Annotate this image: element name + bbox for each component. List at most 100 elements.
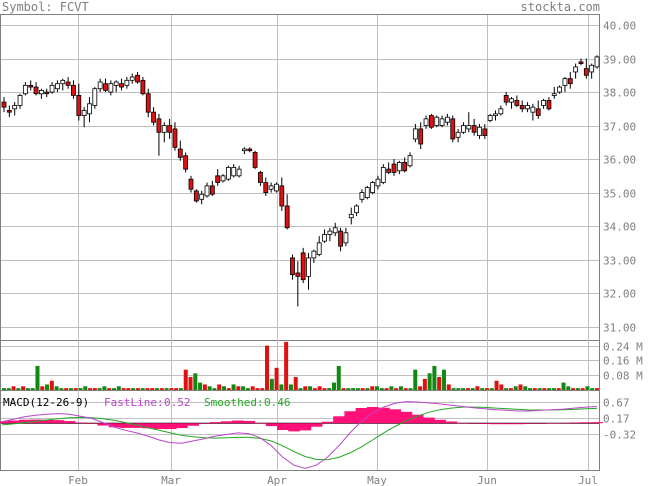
candle-body (461, 125, 466, 133)
volume-bar (580, 388, 585, 390)
volume-bar (480, 388, 485, 390)
volume-bar (375, 386, 380, 390)
volume-bar (508, 388, 513, 390)
price-tick-label: 40.00 (603, 20, 636, 33)
candle-body (482, 128, 488, 137)
volume-bar (221, 386, 226, 390)
macd-tick-label: -0.32 (603, 429, 636, 442)
macd-histogram-bar (479, 423, 491, 425)
volume-bar (207, 386, 212, 390)
candle-body (247, 148, 253, 152)
macd-histogram-bar (288, 423, 300, 432)
candle-body (97, 81, 103, 90)
macd-histogram-bar (254, 422, 267, 424)
candle-body (412, 128, 418, 140)
candle-body (439, 118, 445, 126)
candle-body (423, 118, 429, 126)
volume-bar (288, 384, 293, 390)
volume-bars (2, 341, 599, 390)
price-tick-label: 39.00 (603, 54, 636, 67)
candle-body (493, 113, 498, 116)
macd-histogram-bar (86, 423, 98, 424)
candle-body (177, 148, 183, 158)
volume-bar (475, 386, 480, 390)
volume-bar (432, 365, 437, 390)
month-label: May (367, 474, 387, 486)
candle-body (546, 100, 552, 110)
candle-body (6, 110, 12, 113)
candle-body (263, 182, 269, 193)
volume-bar (346, 388, 351, 390)
macd-histogram-bar (0, 421, 9, 424)
price-tick-label: 32.00 (603, 288, 636, 301)
month-label: Jul (578, 474, 598, 486)
candle-body (188, 178, 194, 190)
volume-bar (355, 388, 360, 390)
volume-bar (274, 367, 279, 390)
macd-histogram-bar (333, 416, 345, 424)
volume-bar (217, 384, 222, 390)
volume-bar (331, 382, 336, 390)
volume-bar (360, 388, 365, 390)
volume-bar (241, 386, 246, 390)
candle-body (509, 98, 514, 103)
candle-body (193, 190, 199, 202)
candle-body (274, 183, 279, 192)
candle-body (578, 61, 584, 64)
candle-body (28, 84, 34, 88)
symbol-label: Symbol: FCVT (2, 0, 89, 14)
site-name: stockta.com (520, 0, 600, 14)
candle-body (300, 252, 306, 281)
macd-histogram-bar (41, 419, 54, 424)
candle-body (124, 79, 130, 86)
macd-histogram-bar (232, 420, 244, 424)
candle-body (364, 187, 370, 199)
volume-bar (40, 386, 45, 390)
price-tick-label: 35.00 (603, 188, 636, 201)
volume-bar (188, 377, 193, 390)
volume-bar (64, 388, 69, 390)
macd-histogram-bar (557, 422, 570, 424)
candle-body (396, 162, 402, 172)
candle-body (284, 205, 290, 229)
candle-body (327, 230, 333, 235)
volume-axis: 0.08 M 0.16 M0.24 M (603, 341, 643, 383)
candle-body (183, 155, 189, 170)
month-label: Mar (161, 474, 181, 486)
volume-bar (159, 388, 164, 390)
candle-body (583, 68, 589, 76)
macd-histogram-bar (321, 421, 334, 424)
price-tick-label: 33.00 (603, 255, 636, 268)
volume-bar (49, 380, 54, 390)
candle-body (33, 86, 39, 95)
candle-body (503, 95, 509, 103)
candle-body (204, 185, 210, 197)
candle-body (354, 205, 359, 214)
volume-bar (193, 373, 198, 390)
candle-body (103, 83, 108, 91)
price-axis: 31.00 32.00 33.00 34.00 35.00 36.00 37.00 38.00… (603, 20, 636, 335)
candle-body (311, 250, 317, 259)
macd-histogram-bar (265, 423, 278, 427)
candle-body (215, 175, 221, 183)
candle-body (258, 172, 263, 183)
volume-bar (284, 341, 289, 390)
candle-body (151, 111, 156, 123)
candle-body (343, 232, 349, 244)
volume-bar (336, 365, 341, 390)
macd-histogram-bar (580, 422, 592, 424)
volume-bar (595, 388, 599, 390)
volume-bar (126, 388, 131, 390)
volume-bar (370, 386, 375, 390)
candle-body (119, 83, 124, 88)
macd-histogram-bar (490, 423, 503, 425)
macd-axis: 0.67 0.17 -0.32 (603, 397, 636, 442)
candle-body (220, 175, 226, 182)
volume-bar (11, 386, 16, 390)
candle-body (172, 128, 178, 148)
macd-fast-value: 0.52 (164, 396, 191, 409)
volume-bar (155, 388, 160, 390)
macd-histogram-bar (277, 423, 289, 431)
candle-body (135, 74, 140, 83)
candle-body (17, 95, 23, 106)
